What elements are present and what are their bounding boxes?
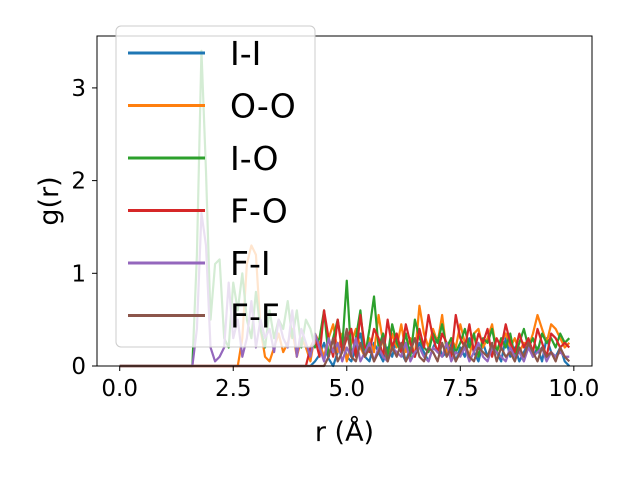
legend-label-f-f: F-F — [230, 297, 280, 336]
legend-items: I-I O-O I-O F-O F-I F-F — [128, 34, 296, 336]
legend-box — [115, 25, 316, 348]
x-tick-label: 7.5 — [442, 376, 479, 402]
legend: I-I O-O I-O F-O F-I F-F — [115, 25, 316, 348]
y-tick-label: 1 — [71, 261, 86, 287]
legend-label-i-o: I-O — [230, 139, 279, 178]
y-tick-label: 0 — [71, 354, 86, 380]
y-axis-ticks: 0 1 2 3 — [71, 76, 97, 380]
x-tick-label: 0.0 — [101, 376, 138, 402]
x-axis-label: r (Å) — [315, 416, 374, 448]
legend-label-o-o: O-O — [230, 87, 296, 126]
x-tick-label: 5.0 — [328, 376, 365, 402]
y-axis-label: g(r) — [34, 176, 65, 225]
legend-label-f-i: F-I — [230, 244, 271, 283]
y-tick-label: 2 — [71, 169, 86, 195]
legend-label-f-o: F-O — [230, 192, 288, 231]
legend-label-i-i: I-I — [230, 34, 261, 73]
plot-frame — [96, 35, 593, 367]
x-axis-ticks: 0.0 2.5 5.0 7.5 10.0 — [101, 366, 599, 402]
y-tick-label: 3 — [71, 76, 86, 102]
x-tick-label: 2.5 — [215, 376, 252, 402]
x-tick-label: 10.0 — [548, 376, 599, 402]
